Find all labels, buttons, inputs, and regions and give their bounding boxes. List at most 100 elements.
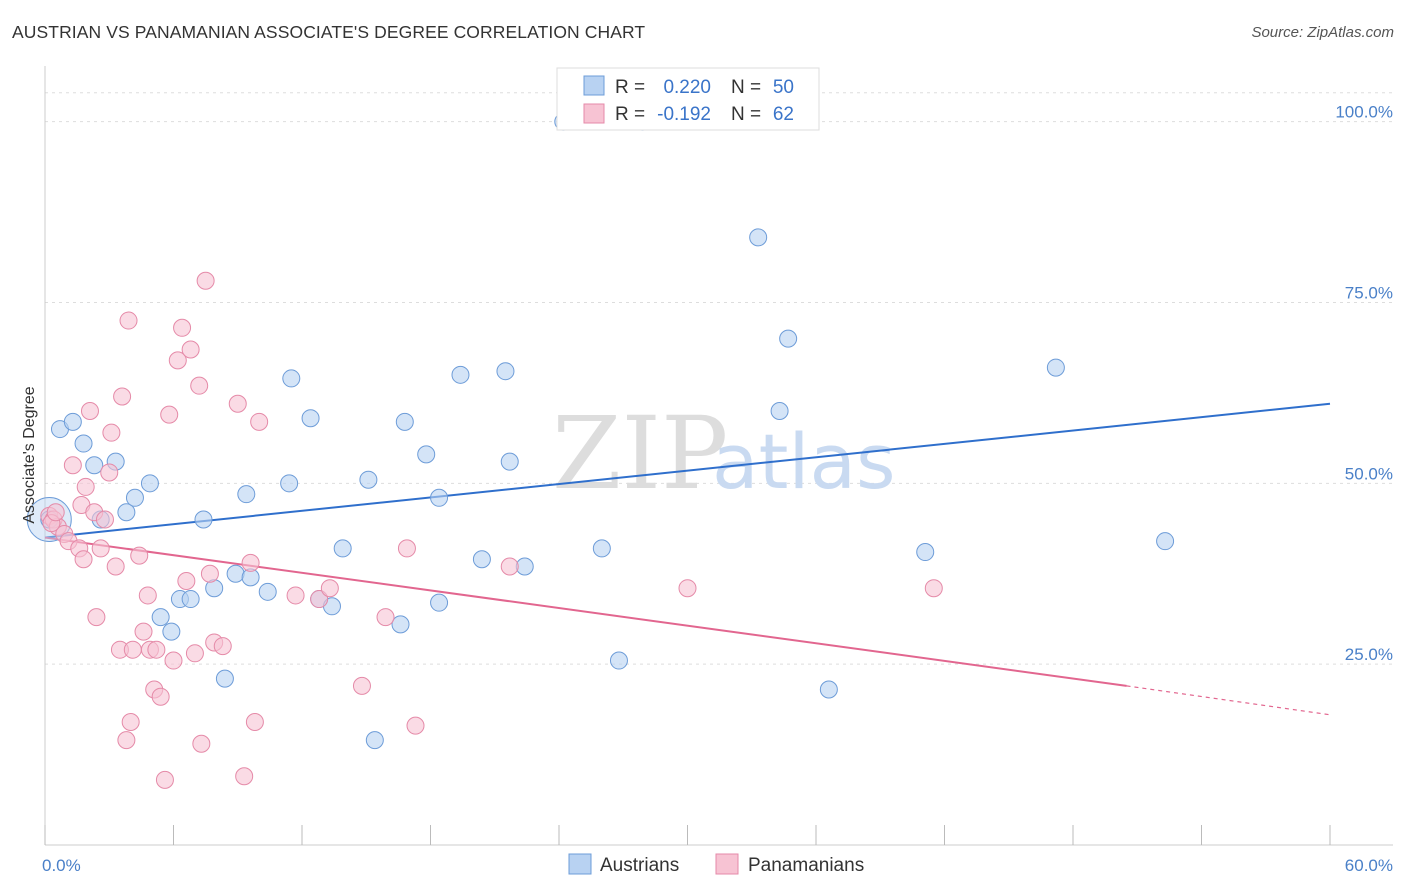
point-austrian bbox=[226, 564, 245, 583]
point-austrian bbox=[1156, 532, 1175, 551]
point-austrian bbox=[1046, 358, 1065, 377]
point-austrian bbox=[151, 608, 170, 627]
point-austrian bbox=[430, 593, 449, 612]
stats-swatch-austrians bbox=[583, 75, 605, 96]
point-austrian bbox=[916, 543, 935, 562]
point-panamanian bbox=[177, 571, 196, 590]
y-axis-label: Associate's Degree bbox=[21, 386, 38, 523]
point-austrian bbox=[74, 434, 93, 453]
stats-n-label-1: N = bbox=[731, 77, 761, 98]
point-austrian bbox=[63, 412, 82, 431]
point-panamanian bbox=[235, 767, 254, 786]
point-panamanian bbox=[352, 676, 371, 695]
point-austrian bbox=[280, 474, 299, 493]
stats-box: R = 0.220 N = 50 R = -0.192 N = 62 bbox=[556, 67, 820, 131]
point-austrian bbox=[365, 731, 384, 750]
point-panamanian bbox=[320, 579, 339, 598]
x-tick-label: 60.0% bbox=[1345, 856, 1393, 875]
chart-title: AUSTRIAN VS PANAMANIAN ASSOCIATE'S DEGRE… bbox=[12, 22, 646, 42]
point-panamanian bbox=[213, 637, 232, 656]
point-panamanian bbox=[245, 713, 264, 732]
point-austrian bbox=[451, 365, 470, 384]
stats-r-value-2: -0.192 bbox=[657, 104, 711, 125]
point-panamanian bbox=[87, 608, 106, 627]
point-austrian bbox=[181, 590, 200, 609]
point-austrian bbox=[162, 622, 181, 641]
point-austrian bbox=[140, 474, 159, 493]
point-panamanian bbox=[74, 550, 93, 569]
legend-swatch-panamanians bbox=[715, 853, 739, 875]
point-panamanian bbox=[117, 731, 136, 750]
point-austrian bbox=[472, 550, 491, 569]
point-panamanian bbox=[181, 340, 200, 359]
point-austrian bbox=[194, 510, 213, 529]
y-tick-labels: 25.0% 50.0% 75.0% 100.0% bbox=[1335, 103, 1393, 665]
point-austrian bbox=[282, 369, 301, 388]
point-austrian bbox=[301, 409, 320, 428]
point-panamanian bbox=[123, 640, 142, 659]
point-panamanian bbox=[130, 546, 149, 565]
y-tick-label: 50.0% bbox=[1345, 464, 1393, 483]
point-panamanian bbox=[147, 640, 166, 659]
point-panamanian bbox=[121, 713, 140, 732]
point-panamanian bbox=[160, 405, 179, 424]
point-austrian bbox=[496, 362, 515, 381]
trend-line-austrians bbox=[44, 402, 1331, 539]
point-austrian bbox=[515, 557, 534, 576]
point-panamanian bbox=[134, 622, 153, 641]
point-austrian bbox=[430, 488, 449, 507]
point-panamanian bbox=[250, 412, 269, 431]
point-panamanian bbox=[241, 553, 260, 572]
point-austrian bbox=[258, 582, 277, 601]
y-tick-label: 100.0% bbox=[1335, 103, 1393, 122]
x-tick-label: 0.0% bbox=[42, 856, 81, 875]
point-panamanian bbox=[196, 271, 215, 290]
point-panamanian bbox=[91, 539, 110, 558]
point-austrian bbox=[333, 539, 352, 558]
point-austrian bbox=[749, 228, 768, 247]
point-austrian bbox=[359, 470, 378, 489]
stats-swatch-panamanians bbox=[583, 103, 605, 124]
point-panamanian bbox=[376, 608, 395, 627]
point-panamanian bbox=[678, 579, 697, 598]
stats-n-value-2: 62 bbox=[773, 104, 794, 125]
point-austrian bbox=[395, 412, 414, 431]
legend: Austrians Panamanians bbox=[568, 853, 864, 876]
point-austrian bbox=[819, 680, 838, 699]
stats-r-label-2: R = bbox=[615, 104, 645, 125]
point-panamanian bbox=[406, 716, 425, 735]
point-panamanian bbox=[151, 687, 170, 706]
legend-swatch-austrians bbox=[568, 853, 592, 875]
point-panamanian bbox=[924, 579, 943, 598]
point-panamanian bbox=[192, 734, 211, 753]
axes bbox=[44, 66, 1393, 846]
watermark: ZIP atlas bbox=[552, 395, 896, 512]
point-panamanian bbox=[155, 770, 174, 789]
stats-r-label-1: R = bbox=[615, 77, 645, 98]
point-panamanian bbox=[95, 510, 114, 529]
point-austrian bbox=[592, 539, 611, 558]
x-tick-labels: 0.0% 60.0% bbox=[42, 856, 1393, 875]
stats-r-value-1: 0.220 bbox=[663, 77, 711, 98]
point-austrian bbox=[125, 488, 144, 507]
point-austrian bbox=[609, 651, 628, 670]
point-austrian bbox=[237, 485, 256, 504]
source-credit: Source: ZipAtlas.com bbox=[1251, 24, 1394, 41]
trend-lines bbox=[44, 402, 1331, 716]
point-panamanian bbox=[173, 318, 192, 337]
point-panamanian bbox=[228, 394, 247, 413]
point-panamanian bbox=[102, 423, 121, 442]
legend-label-austrians: Austrians bbox=[600, 855, 679, 876]
stats-n-label-2: N = bbox=[731, 104, 761, 125]
point-austrian bbox=[85, 456, 104, 475]
trend-line-panamanians-extension bbox=[1126, 685, 1331, 716]
point-panamanian bbox=[185, 644, 204, 663]
watermark-zip: ZIP bbox=[552, 395, 728, 512]
point-austrian bbox=[215, 669, 234, 688]
point-panamanian bbox=[119, 311, 138, 330]
y-tick-label: 75.0% bbox=[1345, 283, 1393, 302]
point-panamanian bbox=[190, 376, 209, 395]
point-panamanian bbox=[76, 477, 95, 496]
point-panamanian bbox=[310, 590, 329, 609]
